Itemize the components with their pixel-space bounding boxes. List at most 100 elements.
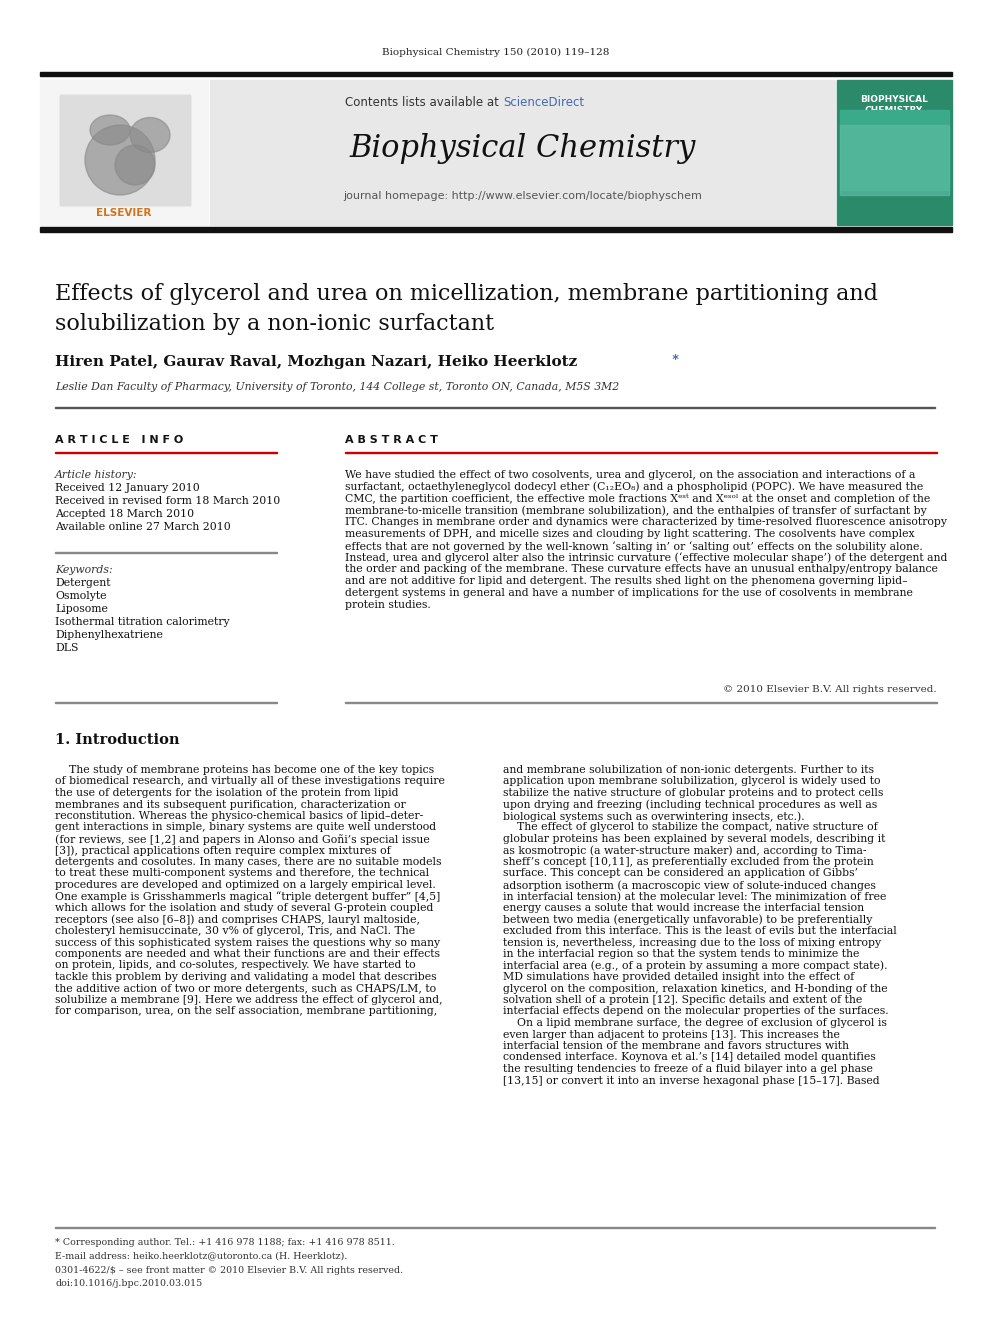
Text: interfacial area (e.g., of a protein by assuming a more compact state).: interfacial area (e.g., of a protein by … (503, 960, 888, 971)
Text: Hiren Patel, Gaurav Raval, Mozhgan Nazari, Heiko Heerklotz: Hiren Patel, Gaurav Raval, Mozhgan Nazar… (55, 355, 577, 369)
Text: membranes and its subsequent purification, characterization or: membranes and its subsequent purificatio… (55, 799, 406, 810)
Text: BIOPHYSICAL
CHEMISTRY: BIOPHYSICAL CHEMISTRY (860, 95, 928, 115)
Text: measurements of DPH, and micelle sizes and clouding by light scattering. The cos: measurements of DPH, and micelle sizes a… (345, 529, 915, 538)
Text: procedures are developed and optimized on a largely empirical level.: procedures are developed and optimized o… (55, 880, 435, 890)
Text: condensed interface. Koynova et al.’s [14] detailed model quantifies: condensed interface. Koynova et al.’s [1… (503, 1053, 876, 1062)
Text: Instead, urea and glycerol alter also the intrinsic curvature (‘effective molecu: Instead, urea and glycerol alter also th… (345, 553, 947, 564)
Text: We have studied the effect of two cosolvents, urea and glycerol, on the associat: We have studied the effect of two cosolv… (345, 470, 916, 480)
Text: ScienceDirect: ScienceDirect (503, 97, 584, 110)
Ellipse shape (85, 124, 155, 194)
Text: Osmolyte: Osmolyte (55, 591, 106, 601)
Text: E-mail address: heiko.heerklotz@utoronto.ca (H. Heerklotz).: E-mail address: heiko.heerklotz@utoronto… (55, 1252, 347, 1259)
Text: the use of detergents for the isolation of the protein from lipid: the use of detergents for the isolation … (55, 789, 399, 798)
Text: (for reviews, see [1,2] and papers in Alonso and Goñi’s special issue: (for reviews, see [1,2] and papers in Al… (55, 833, 430, 845)
Text: * Corresponding author. Tel.: +1 416 978 1188; fax: +1 416 978 8511.: * Corresponding author. Tel.: +1 416 978… (55, 1238, 395, 1248)
Text: 0301-4622/$ – see front matter © 2010 Elsevier B.V. All rights reserved.: 0301-4622/$ – see front matter © 2010 El… (55, 1266, 403, 1275)
Bar (345, 451, 937, 452)
Text: detergents and cosolutes. In many cases, there are no suitable models: detergents and cosolutes. In many cases,… (55, 857, 441, 867)
Text: in interfacial tension) at the molecular level: The minimization of free: in interfacial tension) at the molecular… (503, 892, 887, 902)
Text: stabilize the native structure of globular proteins and to protect cells: stabilize the native structure of globul… (503, 789, 883, 798)
Text: Effects of glycerol and urea on micellization, membrane partitioning and: Effects of glycerol and urea on micelliz… (55, 283, 878, 306)
Text: [3]), practical applications often require complex mixtures of: [3]), practical applications often requi… (55, 845, 391, 856)
Text: in the interfacial region so that the system tends to minimize the: in the interfacial region so that the sy… (503, 949, 859, 959)
Text: CMC, the partition coefficient, the effective mole fractions Xᵉˢᵗ and Xᵉˢᵒˡ at t: CMC, the partition coefficient, the effe… (345, 493, 930, 504)
Text: the additive action of two or more detergents, such as CHAPS/LM, to: the additive action of two or more deter… (55, 983, 436, 994)
Ellipse shape (130, 118, 170, 152)
Text: for comparison, urea, on the self association, membrane partitioning,: for comparison, urea, on the self associ… (55, 1007, 437, 1016)
Text: Received 12 January 2010: Received 12 January 2010 (55, 483, 199, 493)
Text: and membrane solubilization of non-ionic detergents. Further to its: and membrane solubilization of non-ionic… (503, 765, 874, 775)
Bar (840, 110, 949, 191)
Text: sheff’s concept [10,11], as preferentially excluded from the protein: sheff’s concept [10,11], as preferential… (503, 857, 874, 867)
Text: Detergent: Detergent (55, 578, 110, 587)
Text: upon drying and freezing (including technical procedures as well as: upon drying and freezing (including tech… (503, 799, 877, 810)
Bar (55, 451, 277, 452)
Text: excluded from this interface. This is the least of evils but the interfacial: excluded from this interface. This is th… (503, 926, 897, 935)
Text: Contents lists available at: Contents lists available at (345, 97, 503, 110)
Text: application upon membrane solubilization, glycerol is widely used to: application upon membrane solubilization… (503, 777, 881, 786)
Ellipse shape (115, 146, 155, 185)
Text: Liposome: Liposome (55, 605, 108, 614)
Bar (40, 228, 952, 232)
Text: DLS: DLS (55, 643, 78, 654)
Text: cholesteryl hemisuccinate, 30 v% of glycerol, Tris, and NaCl. The: cholesteryl hemisuccinate, 30 v% of glyc… (55, 926, 415, 935)
Text: Biophysical Chemistry: Biophysical Chemistry (350, 132, 696, 164)
Text: reconstitution. Whereas the physico-chemical basics of lipid–deter-: reconstitution. Whereas the physico-chem… (55, 811, 424, 822)
Text: of biomedical research, and virtually all of these investigations require: of biomedical research, and virtually al… (55, 777, 444, 786)
Text: Isothermal titration calorimetry: Isothermal titration calorimetry (55, 617, 229, 627)
Text: the order and packing of the membrane. These curvature effects have an unusual e: the order and packing of the membrane. T… (345, 565, 937, 574)
Text: Available online 27 March 2010: Available online 27 March 2010 (55, 523, 231, 532)
Text: success of this sophisticated system raises the questions why so many: success of this sophisticated system rai… (55, 938, 440, 947)
Text: Accepted 18 March 2010: Accepted 18 March 2010 (55, 509, 194, 519)
Text: ELSEVIER: ELSEVIER (96, 208, 152, 218)
Text: glycerol on the composition, relaxation kinetics, and H-bonding of the: glycerol on the composition, relaxation … (503, 983, 888, 994)
Bar (840, 124, 949, 194)
Text: gent interactions in simple, binary systems are quite well understood: gent interactions in simple, binary syst… (55, 823, 436, 832)
Text: tension is, nevertheless, increasing due to the loss of mixing entropy: tension is, nevertheless, increasing due… (503, 938, 881, 947)
Text: effects that are not governed by the well-known ‘salting in’ or ‘salting out’ ef: effects that are not governed by the wel… (345, 541, 923, 552)
Text: A R T I C L E   I N F O: A R T I C L E I N F O (55, 435, 184, 445)
Text: protein studies.: protein studies. (345, 599, 431, 610)
Text: tackle this problem by deriving and validating a model that describes: tackle this problem by deriving and vali… (55, 972, 436, 982)
Text: even larger than adjacent to proteins [13]. This increases the: even larger than adjacent to proteins [1… (503, 1029, 840, 1040)
Text: On a lipid membrane surface, the degree of exclusion of glycerol is: On a lipid membrane surface, the degree … (503, 1017, 887, 1028)
Text: Keywords:: Keywords: (55, 565, 113, 576)
Text: on protein, lipids, and co-solutes, respectively. We have started to: on protein, lipids, and co-solutes, resp… (55, 960, 416, 971)
Text: the resulting tendencies to freeze of a fluid bilayer into a gel phase: the resulting tendencies to freeze of a … (503, 1064, 873, 1074)
Text: solubilization by a non-ionic surfactant: solubilization by a non-ionic surfactant (55, 314, 494, 335)
Text: membrane-to-micelle transition (membrane solubilization), and the enthalpies of : membrane-to-micelle transition (membrane… (345, 505, 927, 516)
Text: © 2010 Elsevier B.V. All rights reserved.: © 2010 Elsevier B.V. All rights reserved… (723, 685, 937, 695)
Bar (210, 79, 835, 225)
Text: detergent systems in general and have a number of implications for the use of co: detergent systems in general and have a … (345, 587, 913, 598)
Bar (837, 79, 952, 225)
Text: components are needed and what their functions are and their effects: components are needed and what their fun… (55, 949, 440, 959)
Bar (60, 95, 190, 205)
Text: globular proteins has been explained by several models, describing it: globular proteins has been explained by … (503, 833, 886, 844)
Text: ITC. Changes in membrane order and dynamics were characterized by time-resolved : ITC. Changes in membrane order and dynam… (345, 517, 947, 527)
Text: A B S T R A C T: A B S T R A C T (345, 435, 437, 445)
Text: Biophysical Chemistry 150 (2010) 119–128: Biophysical Chemistry 150 (2010) 119–128 (382, 48, 610, 57)
Text: One example is Grisshammerls magical “triple detergent buffer” [4,5]: One example is Grisshammerls magical “tr… (55, 892, 440, 902)
Text: interfacial tension of the membrane and favors structures with: interfacial tension of the membrane and … (503, 1041, 849, 1050)
Text: as kosmotropic (a water-structure maker) and, according to Tima-: as kosmotropic (a water-structure maker)… (503, 845, 866, 856)
Text: which allows for the isolation and study of several G-protein coupled: which allows for the isolation and study… (55, 904, 434, 913)
Text: interfacial effects depend on the molecular properties of the surfaces.: interfacial effects depend on the molecu… (503, 1007, 889, 1016)
Text: energy causes a solute that would increase the interfacial tension: energy causes a solute that would increa… (503, 904, 864, 913)
Text: The effect of glycerol to stabilize the compact, native structure of: The effect of glycerol to stabilize the … (503, 823, 878, 832)
Text: journal homepage: http://www.elsevier.com/locate/biophyschem: journal homepage: http://www.elsevier.co… (343, 191, 702, 201)
Text: doi:10.1016/j.bpc.2010.03.015: doi:10.1016/j.bpc.2010.03.015 (55, 1279, 202, 1289)
Text: MD simulations have provided detailed insight into the effect of: MD simulations have provided detailed in… (503, 972, 854, 982)
Bar (60, 95, 190, 205)
Text: *: * (668, 353, 679, 366)
Text: receptors (see also [6–8]) and comprises CHAPS, lauryl maltoside,: receptors (see also [6–8]) and comprises… (55, 914, 420, 925)
Text: The study of membrane proteins has become one of the key topics: The study of membrane proteins has becom… (55, 765, 434, 775)
Text: between two media (energetically unfavorable) to be preferentially: between two media (energetically unfavor… (503, 914, 872, 925)
Bar (40, 79, 208, 225)
Text: adsorption isotherm (a macroscopic view of solute-induced changes: adsorption isotherm (a macroscopic view … (503, 880, 876, 890)
Bar (40, 71, 952, 75)
Text: Diphenylhexatriene: Diphenylhexatriene (55, 630, 163, 640)
Text: 1. Introduction: 1. Introduction (55, 733, 180, 747)
Text: biological systems such as overwintering insects, etc.).: biological systems such as overwintering… (503, 811, 805, 822)
Text: and are not additive for lipid and detergent. The results shed light on the phen: and are not additive for lipid and deter… (345, 577, 908, 586)
Text: Article history:: Article history: (55, 470, 138, 480)
